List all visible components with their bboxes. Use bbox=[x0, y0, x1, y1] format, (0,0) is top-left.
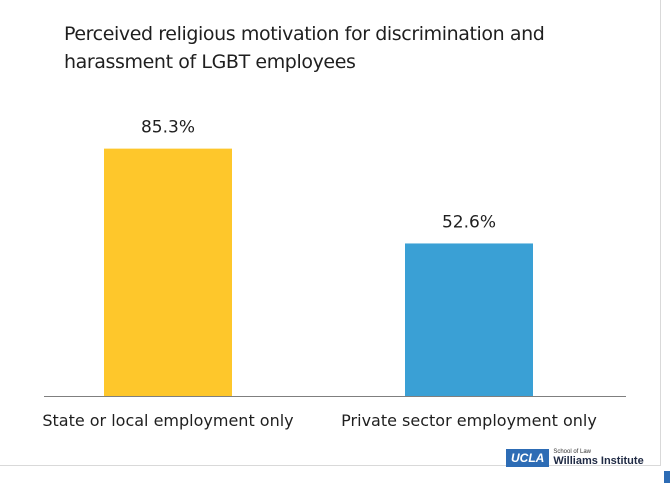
chart-title: Perceived religious motivation for discr… bbox=[64, 23, 545, 73]
logo-text: School of Law Williams Institute bbox=[553, 449, 643, 467]
bar-chart: 85.3% State or local employment only 52.6%… bbox=[42, 118, 626, 430]
ucla-logo-mark: UCLA bbox=[506, 449, 550, 467]
chart-frame: Perceived religious motivation for discr… bbox=[0, 0, 661, 468]
bar-1 bbox=[104, 148, 232, 396]
williams-institute-logo: UCLA School of Law Williams Institute bbox=[506, 448, 644, 468]
logo-williams-institute: Williams Institute bbox=[553, 455, 644, 467]
bar-value-label-2: 52.6% bbox=[442, 212, 496, 232]
bar-2 bbox=[405, 243, 533, 396]
category-label-2: Private sector employment only bbox=[341, 411, 597, 430]
bar-value-label-1: 85.3% bbox=[141, 118, 195, 138]
logo-school-of-law: School of Law bbox=[553, 449, 592, 455]
category-label-1: State or local employment only bbox=[42, 411, 293, 430]
corner-accent bbox=[664, 471, 670, 483]
